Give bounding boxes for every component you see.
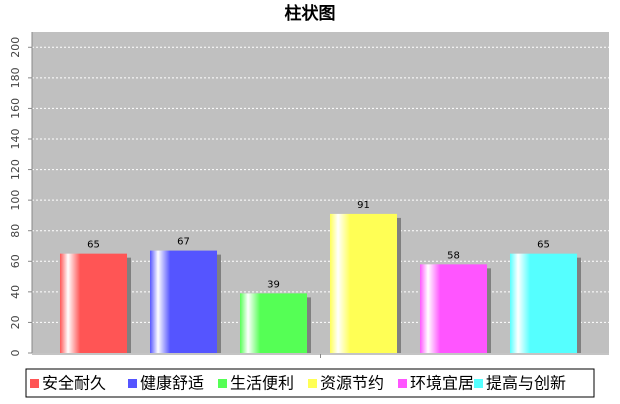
y-tick-label: 120 (9, 159, 22, 180)
legend-swatch (128, 379, 137, 388)
legend-swatch (30, 379, 39, 388)
y-tick-label: 160 (9, 98, 22, 119)
legend-label: 提高与创新 (486, 374, 566, 393)
legend-swatch (398, 379, 407, 388)
bar (510, 253, 577, 353)
y-tick-label: 40 (9, 285, 22, 299)
legend-swatch (308, 379, 317, 388)
y-tick-label: 200 (9, 37, 22, 58)
legend-swatch (474, 379, 483, 388)
bar (150, 250, 217, 353)
chart-title: 柱状图 (285, 3, 336, 24)
value-label: 65 (537, 240, 550, 251)
y-tick-label: 0 (9, 350, 22, 357)
bar (420, 264, 487, 353)
y-tick-label: 140 (9, 129, 22, 150)
legend-label: 安全耐久 (42, 374, 106, 393)
y-tick-label: 60 (9, 254, 22, 268)
legend-label: 环境宜居 (410, 374, 474, 393)
bar (330, 213, 397, 353)
y-tick-label: 180 (9, 67, 22, 88)
value-label: 39 (267, 279, 280, 290)
value-label: 67 (177, 237, 190, 248)
bar (60, 253, 127, 353)
legend-swatch (218, 379, 227, 388)
value-label: 91 (357, 200, 370, 211)
legend-label: 生活便利 (230, 374, 294, 393)
legend-label: 资源节约 (320, 374, 384, 393)
value-label: 58 (447, 250, 460, 261)
y-tick-label: 100 (9, 190, 22, 211)
y-tick-label: 80 (9, 224, 22, 238)
bar (240, 293, 307, 353)
y-tick-label: 20 (9, 315, 22, 329)
value-label: 65 (87, 240, 100, 251)
legend-label: 健康舒适 (140, 374, 204, 393)
